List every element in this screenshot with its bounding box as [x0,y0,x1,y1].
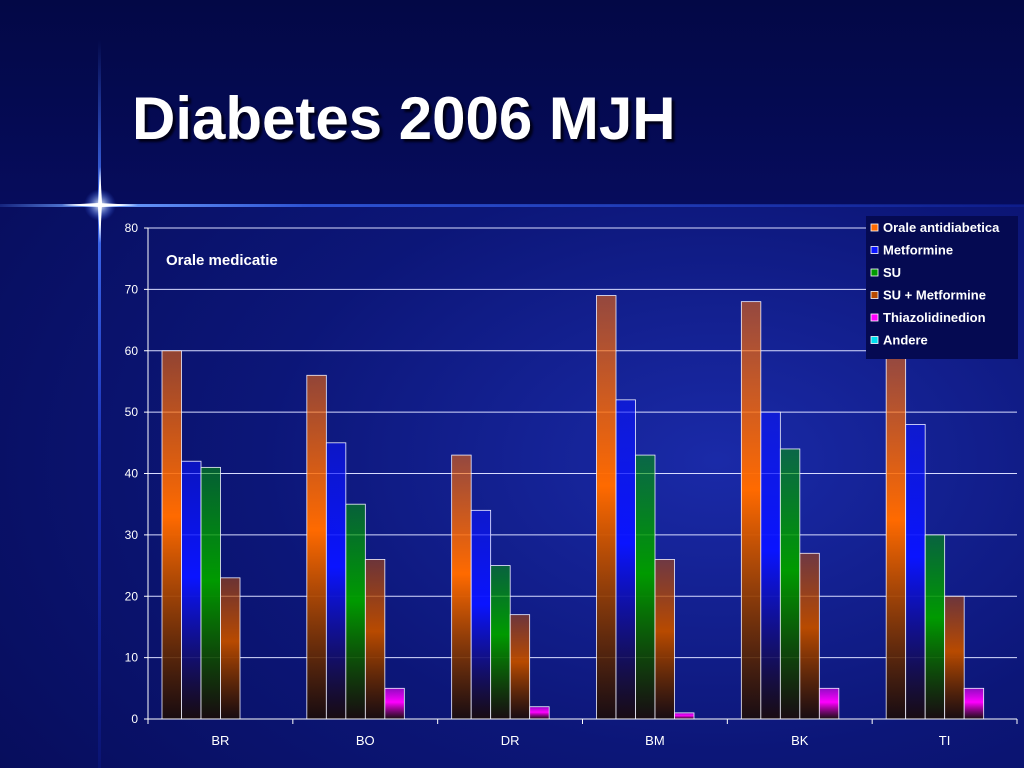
x-tick-label: DR [501,733,520,748]
bar-su-bk [779,448,801,720]
chart-title: Orale medicatie [166,252,278,269]
bar-metformine-bm [615,399,636,720]
decorative-horizontal-line [0,204,1024,207]
title-band [0,0,1024,205]
legend-label: Andere [883,333,928,348]
decorative-vertical-line [98,40,101,768]
legend-swatch [870,246,879,254]
bar-thiazolidinedion-bm [674,712,695,720]
chart-legend: Orale antidiabetica Metformine SU SU + Metf… [866,216,1018,359]
bar-metformine-br [181,460,202,720]
bar-thiazolidinedion-dr [529,706,550,720]
bar-metformine-dr [470,509,492,720]
bar-su-bm [635,454,656,720]
legend-swatch [870,268,879,277]
bar-thiazolidinedion-bo [384,687,405,720]
legend-swatch [870,291,879,299]
bar-su-br [200,466,221,720]
y-tick-label: 60 [125,344,139,358]
bar-su-metformine-ti [944,595,965,720]
bar-orale-antidiabetica-ti [885,356,907,720]
y-tick-label: 30 [125,528,139,542]
x-tick-label: BR [211,733,229,748]
legend-swatch [870,223,879,232]
y-tick-label: 10 [125,651,139,665]
bar-su-bo [345,503,366,720]
y-tick-label: 50 [125,405,139,419]
legend-label: Orale antidiabetica [883,220,1000,235]
x-tick-label: BO [356,733,375,748]
y-tick-label: 40 [125,467,139,481]
bar-su-metformine-bk [799,552,820,720]
bar-metformine-ti [905,423,926,720]
x-tick-label: TI [939,733,951,748]
legend-label: Thiazolidinedion [883,310,986,325]
legend-label: Metformine [883,243,953,258]
bar-thiazolidinedion-bk [818,687,840,720]
x-tick-label: BM [645,733,665,748]
bar-orale-antidiabetica-dr [451,454,472,720]
legend-box [866,216,1018,359]
legend-label: SU + Metformine [883,288,986,303]
bar-su-metformine-dr [509,614,531,720]
bar-orale-antidiabetica-bo [306,374,327,720]
bar-su-ti [924,534,946,720]
bar-orale-antidiabetica-bm [596,295,617,720]
y-tick-label: 80 [125,221,139,235]
bar-metformine-bo [325,442,347,720]
y-tick-label: 70 [125,282,139,296]
bar-su-metformine-bm [654,559,675,720]
legend-swatch [870,313,879,322]
y-tick-label: 20 [125,589,139,603]
y-tick-label: 0 [131,712,138,726]
bar-su-metformine-br [220,577,241,720]
slide-title: Diabetes 2006 MJH [132,85,676,152]
bar-orale-antidiabetica-bk [740,301,762,720]
bar-su-metformine-bo [364,559,386,720]
legend-label: SU [883,265,901,280]
x-tick-label: BK [791,733,809,748]
bar-thiazolidinedion-ti [963,687,985,720]
bar-su-dr [490,565,511,720]
bar-metformine-bk [760,411,781,720]
legend-swatch [870,336,879,344]
bar-orale-antidiabetica-br [161,350,182,720]
sparkle-icon [62,167,138,243]
